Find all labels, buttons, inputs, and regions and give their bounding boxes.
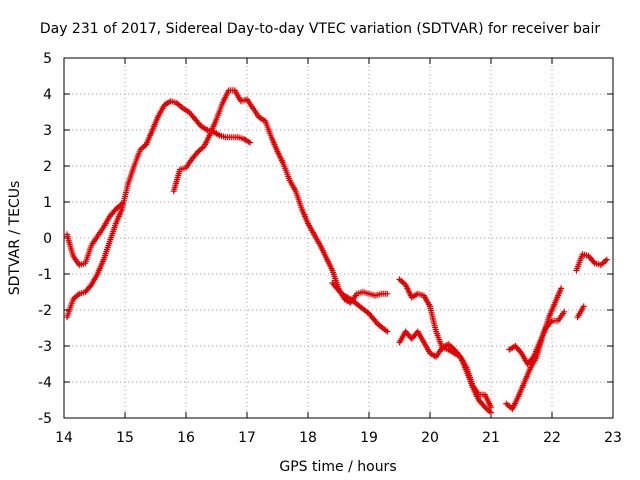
grid-lines: [64, 58, 613, 418]
y-tick-label: -1: [38, 267, 52, 283]
data-point-marker: [384, 328, 391, 335]
x-tick-label: 21: [482, 430, 500, 446]
y-tick-label: 5: [43, 51, 52, 67]
y-tick-label: 4: [43, 87, 52, 103]
x-tick-label: 20: [421, 430, 439, 446]
series-satellite-track-F: [396, 328, 494, 416]
series-satellite-track-A: [64, 98, 254, 321]
data-point-marker: [580, 303, 587, 310]
data-points: [64, 87, 610, 416]
data-point-marker: [118, 200, 125, 207]
y-tick-label: 3: [43, 123, 52, 139]
series-satellite-track-I: [573, 251, 610, 274]
data-point-marker: [488, 404, 494, 411]
chart-title: Day 231 of 2017, Sidereal Day-to-day VTE…: [40, 21, 601, 37]
x-tick-label: 22: [543, 430, 561, 446]
series-satellite-track-B: [64, 200, 125, 268]
data-point-marker: [384, 290, 391, 297]
x-tick-label: 19: [360, 430, 378, 446]
data-point-marker: [603, 256, 610, 263]
x-tick-label: 14: [55, 430, 73, 446]
data-point-marker: [488, 409, 494, 416]
series-satellite-track-J: [574, 303, 587, 321]
y-tick-label: 1: [43, 195, 52, 211]
x-tick-label: 16: [177, 430, 195, 446]
y-axis-label: SDTVAR / TECUs: [7, 181, 23, 296]
y-tick-label: 2: [43, 159, 52, 175]
x-tick-label: 17: [238, 430, 256, 446]
y-tick-label: -2: [38, 303, 52, 319]
y-tick-label: -4: [38, 375, 52, 391]
x-tick-label: 23: [604, 430, 622, 446]
x-tick-label: 15: [116, 430, 134, 446]
series-satellite-track-C: [170, 87, 391, 306]
x-axis-label: GPS time / hours: [279, 459, 396, 475]
y-tick-label: -3: [38, 339, 52, 355]
y-tick-label: 0: [43, 231, 52, 247]
data-point-marker: [247, 139, 254, 146]
data-point-marker: [561, 308, 568, 315]
x-tick-label: 18: [299, 430, 317, 446]
series-satellite-track-D: [329, 280, 391, 335]
series-satellite-track-H: [506, 308, 568, 367]
data-point-marker: [558, 285, 565, 292]
y-tick-label: -5: [38, 411, 52, 427]
